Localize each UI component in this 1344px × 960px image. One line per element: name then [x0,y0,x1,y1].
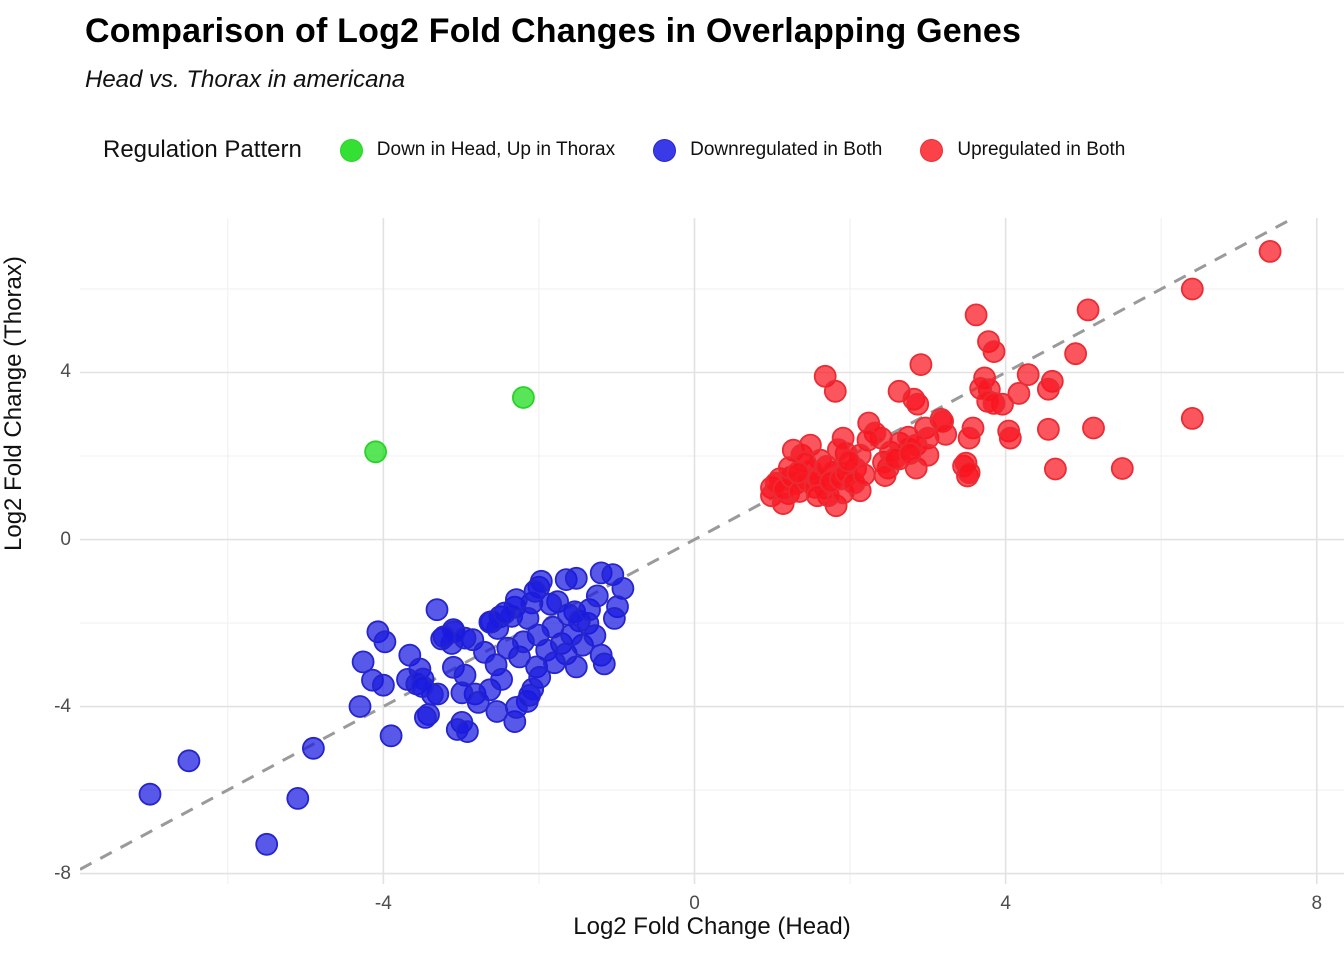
blue-dot-icon [653,138,677,162]
data-point [1037,417,1060,441]
y-tick-label: -8 [54,862,71,884]
data-point [560,623,584,647]
legend-item-label: Upregulated in Both [957,139,1126,160]
data-point [852,463,876,487]
red-dot-icon [920,138,944,162]
data-point [348,695,372,718]
data-point [564,566,588,590]
data-point [982,340,1006,364]
data-point [351,650,375,674]
data-point [543,651,566,675]
data-point [511,386,535,409]
data-point [373,630,397,654]
data-point [511,630,535,654]
data-point [1076,298,1100,322]
legend: Regulation Pattern Down in Head, Up in T… [103,136,1125,164]
data-point [410,675,434,698]
data-point [539,592,563,616]
y-tick-label: 0 [60,528,71,550]
data-point [504,695,528,719]
data-point [934,422,958,446]
data-point [898,442,922,465]
legend-item-label: Down in Head, Up in Thorax [376,139,616,160]
y-tick-label: 4 [60,361,71,383]
data-point [998,426,1022,450]
data-point [473,640,496,664]
y-tick-label: -4 [54,695,71,717]
data-point [432,625,456,649]
data-point [1110,457,1134,480]
data-point [490,667,514,691]
data-point [1180,277,1204,301]
data-point [450,681,474,705]
data-point [364,440,388,464]
data-point [786,461,810,485]
data-point [583,624,607,648]
data-point [585,584,609,608]
x-tick-label: 4 [1000,893,1011,914]
y-axis-title: Log2 Fold Change (Thorax) [0,256,27,551]
data-point [1044,457,1067,481]
data-point [177,749,201,773]
data-point [138,782,162,806]
data-point [371,673,395,697]
identity-line [80,218,1295,871]
x-tick-label: 0 [689,893,700,914]
data-point [1180,406,1204,430]
data-point [957,461,981,485]
data-point [453,626,477,650]
data-point [1258,240,1282,263]
data-point [823,379,847,403]
legend-item-downregulated-both: Downregulated in Both [653,138,883,162]
data-point [906,392,930,416]
data-point [982,391,1006,415]
data-point [592,652,616,676]
data-point [425,598,449,622]
data-point [1007,381,1031,405]
data-point [301,736,325,760]
data-point [516,606,540,630]
data-point [1064,342,1087,366]
data-point [1037,377,1060,401]
plot-panel [80,218,1344,884]
x-tick-label: 8 [1311,893,1323,914]
data-point [957,426,981,450]
data-point [379,724,403,748]
data-point [286,787,310,810]
chart-title: Comparison of Log2 Fold Changes in Overl… [85,12,1022,50]
x-tick-label: -4 [374,893,392,914]
data-point [603,606,626,630]
legend-item-down-head-up-thorax: Down in Head, Up in Thorax [339,138,616,162]
data-point [504,588,528,612]
data-point [1016,363,1040,387]
legend-item-label: Downregulated in Both [690,139,883,160]
x-axis-title: Log2 Fold Change (Head) [573,913,851,940]
data-point [255,832,279,856]
legend-title: Regulation Pattern [103,136,302,163]
data-point [837,449,860,473]
data-point [564,655,588,679]
legend-item-upregulated-both: Upregulated in Both [920,138,1126,162]
data-point [964,303,988,327]
data-point [1082,416,1105,440]
data-point [413,705,437,729]
green-dot-icon [339,138,363,162]
data-point [523,579,547,603]
data-point [806,484,829,508]
data-point [455,720,479,743]
data-point [909,353,933,377]
chart-subtitle: Head vs. Thorax in americana [85,66,406,93]
